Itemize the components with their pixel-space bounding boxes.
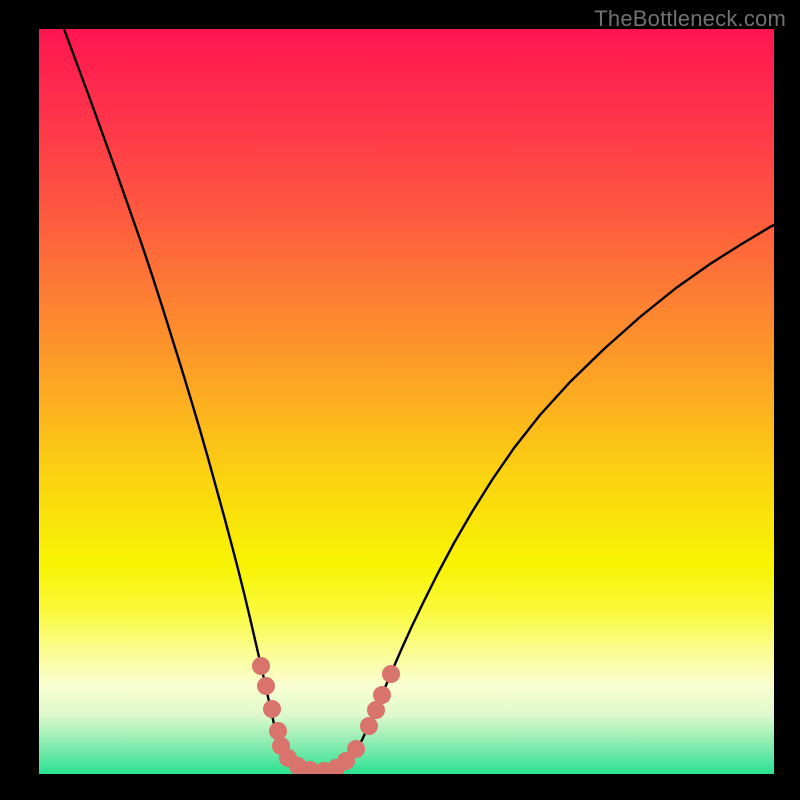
bottleneck-chart xyxy=(0,0,800,800)
data-marker xyxy=(347,740,365,758)
chart-container: TheBottleneck.com xyxy=(0,0,800,800)
data-marker xyxy=(252,657,270,675)
data-marker xyxy=(257,677,275,695)
data-marker xyxy=(269,722,287,740)
data-marker xyxy=(382,665,400,683)
data-marker xyxy=(263,700,281,718)
data-marker xyxy=(373,686,391,704)
plot-background xyxy=(39,29,774,774)
watermark-text: TheBottleneck.com xyxy=(594,6,786,32)
data-marker xyxy=(360,717,378,735)
